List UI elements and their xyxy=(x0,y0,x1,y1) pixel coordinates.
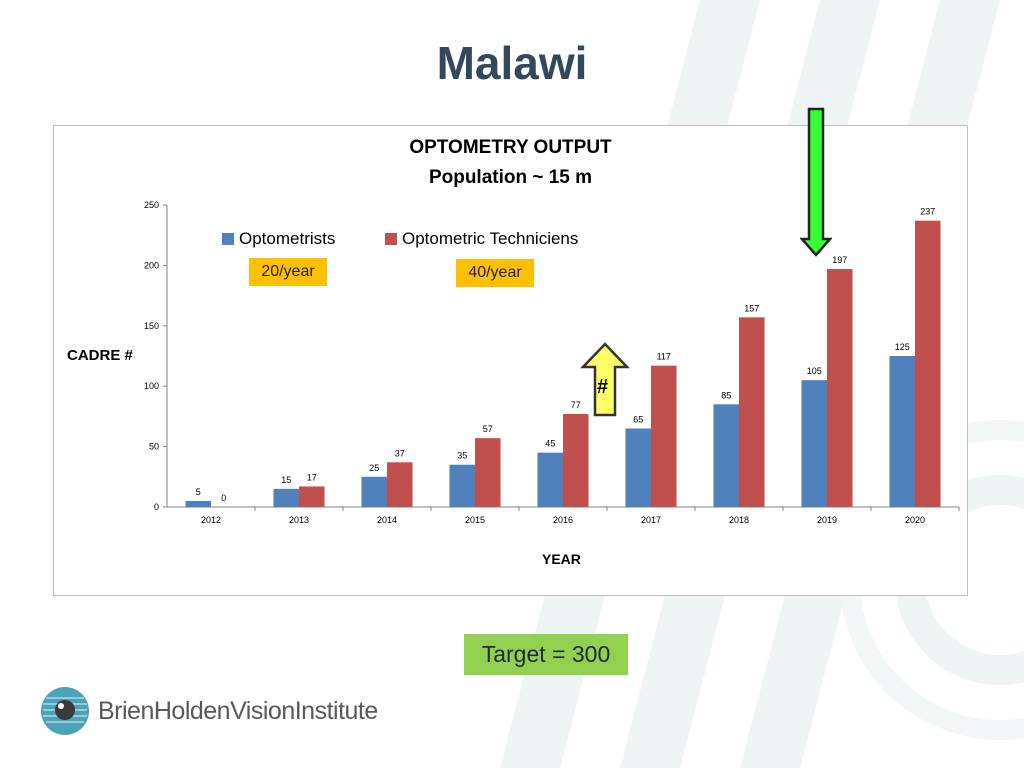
x-tick-label: 2015 xyxy=(465,515,485,525)
data-label-optometrists: 45 xyxy=(545,439,555,449)
chart-subtitle: Population ~ 15 m xyxy=(428,167,593,188)
x-tick-label: 2012 xyxy=(201,515,221,525)
data-label-optometrists: 25 xyxy=(369,463,379,473)
logo: BrienHoldenVisionInstitute xyxy=(40,686,378,736)
yellow-up-arrow-icon xyxy=(580,342,630,417)
x-tick-label: 2017 xyxy=(641,515,661,525)
data-label-optometrists: 65 xyxy=(633,414,643,424)
rate-badge-technicians: 40/year xyxy=(456,259,534,287)
x-tick-label: 2018 xyxy=(729,515,749,525)
bar-optometrists xyxy=(889,356,915,507)
legend-item-technicians: Optometric Techniciens xyxy=(385,229,578,249)
data-label-optometrists: 105 xyxy=(807,366,822,376)
eye-logo-icon xyxy=(41,687,89,735)
y-axis-label: CADRE # xyxy=(67,347,133,364)
bar-technicians xyxy=(563,413,589,507)
logo-text: BrienHoldenVisionInstitute xyxy=(98,696,378,725)
legend-swatch-optometrists xyxy=(222,233,234,245)
data-label-technicians: 77 xyxy=(571,400,581,410)
x-tick-label: 2016 xyxy=(553,515,573,525)
y-tick-label: 200 xyxy=(144,260,159,270)
bar-technicians xyxy=(827,269,853,507)
bar-optometrists xyxy=(273,488,299,507)
legend-label-technicians: Optometric Techniciens xyxy=(402,229,579,248)
y-tick-label: 50 xyxy=(149,442,159,452)
bar-optometrists xyxy=(185,500,211,507)
chart-area: 0 50 100 150 200 250 2012 5 0 2013 15 17 2014 25 37 201… xyxy=(53,125,968,596)
bar-optometrists xyxy=(625,428,651,507)
bar-optometrists xyxy=(713,404,739,507)
data-label-optometrists: 15 xyxy=(281,475,291,485)
bar-optometrists xyxy=(361,476,387,507)
legend-item-optometrists: Optometrists xyxy=(222,229,335,249)
data-label-technicians: 0 xyxy=(221,493,226,503)
data-label-technicians: 237 xyxy=(920,207,935,217)
slide-title: Malawi xyxy=(436,37,588,89)
x-tick-label: 2019 xyxy=(817,515,837,525)
legend-swatch-technicians xyxy=(385,233,397,245)
y-tick-label: 0 xyxy=(154,502,159,512)
bar-optometrists xyxy=(537,452,563,507)
data-label-technicians: 17 xyxy=(307,472,317,482)
legend-label-optometrists: Optometrists xyxy=(239,229,336,248)
bar-optometrists xyxy=(801,380,827,507)
data-label-optometrists: 35 xyxy=(457,451,467,461)
data-label-optometrists: 85 xyxy=(721,390,731,400)
data-label-optometrists: 5 xyxy=(196,487,201,497)
bar-technicians xyxy=(299,486,325,507)
target-box: Target = 300 xyxy=(464,634,628,675)
y-tick-label: 150 xyxy=(144,321,159,331)
x-tick-label: 2013 xyxy=(289,515,309,525)
rate-badge-optometrists: 20/year xyxy=(249,258,327,286)
data-label-technicians: 157 xyxy=(744,303,759,313)
bar-optometrists xyxy=(449,464,475,507)
x-tick-label: 2014 xyxy=(377,515,397,525)
x-axis-label: YEAR xyxy=(542,551,581,567)
y-tick-label: 100 xyxy=(144,381,159,391)
x-tick-label: 2020 xyxy=(905,515,925,525)
y-tick-label: 250 xyxy=(144,200,159,210)
green-down-arrow-icon xyxy=(800,107,832,257)
data-label-technicians: 197 xyxy=(832,255,847,265)
hash-marker: # xyxy=(597,376,609,398)
data-label-technicians: 117 xyxy=(657,352,671,362)
data-label-technicians: 57 xyxy=(483,424,493,434)
bar-technicians xyxy=(915,220,941,507)
bar-technicians xyxy=(739,317,765,507)
data-label-technicians: 37 xyxy=(395,448,405,458)
chart-title: OPTOMETRY OUTPUT xyxy=(409,137,612,158)
bar-technicians xyxy=(651,365,677,507)
data-label-optometrists: 125 xyxy=(895,342,910,352)
bar-technicians xyxy=(387,462,413,507)
bar-technicians xyxy=(475,438,501,507)
